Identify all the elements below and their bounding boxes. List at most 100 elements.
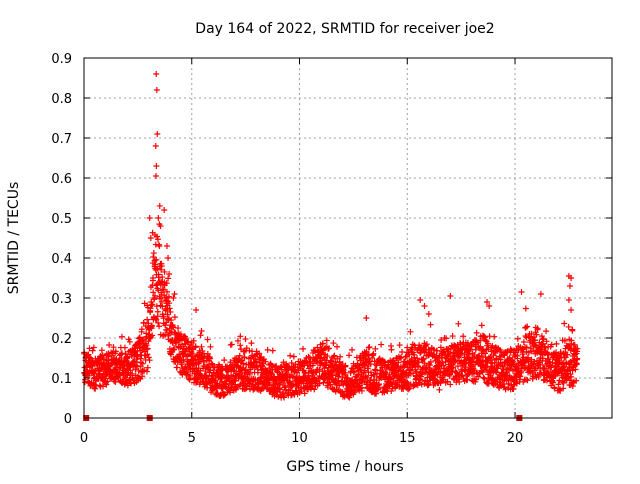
data-point bbox=[444, 378, 451, 385]
data-point bbox=[147, 333, 154, 340]
data-point bbox=[123, 378, 130, 385]
x-tick-label: 15 bbox=[399, 431, 416, 446]
data-point bbox=[162, 322, 169, 329]
data-point bbox=[143, 346, 150, 353]
data-point bbox=[157, 223, 164, 229]
data-point bbox=[134, 353, 141, 360]
data-point bbox=[187, 372, 194, 379]
data-point bbox=[198, 343, 205, 350]
data-point bbox=[171, 291, 178, 297]
data-point bbox=[144, 345, 151, 352]
data-point bbox=[509, 358, 516, 365]
data-point bbox=[447, 293, 454, 299]
data-point bbox=[478, 322, 485, 329]
data-point bbox=[268, 361, 275, 368]
data-points-layer bbox=[81, 71, 581, 401]
data-point bbox=[573, 361, 580, 368]
data-point bbox=[166, 271, 173, 277]
data-point bbox=[121, 344, 128, 351]
data-point bbox=[173, 364, 180, 371]
plot-frame bbox=[83, 57, 613, 419]
data-point bbox=[193, 307, 200, 313]
data-point bbox=[234, 337, 241, 344]
data-point bbox=[149, 332, 156, 339]
data-point bbox=[160, 315, 167, 322]
data-point bbox=[480, 374, 487, 381]
data-point bbox=[197, 332, 204, 339]
data-point bbox=[512, 363, 519, 370]
data-point bbox=[288, 359, 295, 366]
data-point bbox=[567, 358, 574, 365]
data-point bbox=[153, 316, 160, 323]
data-point bbox=[323, 337, 330, 344]
data-point bbox=[180, 356, 187, 363]
data-point bbox=[112, 378, 119, 385]
data-point bbox=[146, 215, 153, 221]
chart-title: Day 164 of 2022, SRMTID for receiver joe… bbox=[195, 21, 494, 37]
data-point bbox=[404, 379, 411, 386]
data-point bbox=[453, 369, 460, 376]
data-point bbox=[418, 373, 425, 380]
data-point bbox=[537, 291, 544, 297]
data-point bbox=[473, 329, 480, 336]
data-point bbox=[144, 351, 151, 358]
data-point bbox=[177, 331, 184, 338]
data-point bbox=[370, 350, 377, 357]
data-point bbox=[161, 268, 168, 275]
y-tick-label: 0.7 bbox=[51, 132, 72, 147]
data-point bbox=[574, 345, 581, 352]
data-point bbox=[420, 355, 427, 362]
data-point bbox=[192, 343, 199, 350]
data-point bbox=[481, 334, 488, 341]
data-point bbox=[331, 352, 338, 359]
data-point bbox=[237, 370, 244, 377]
data-point bbox=[492, 350, 499, 357]
data-point bbox=[510, 385, 517, 392]
data-point bbox=[450, 364, 457, 371]
data-point bbox=[410, 370, 417, 377]
data-point bbox=[532, 337, 539, 344]
data-point bbox=[484, 380, 491, 387]
data-point bbox=[185, 338, 192, 345]
data-point bbox=[162, 331, 169, 338]
y-tick-label: 0.3 bbox=[51, 292, 72, 307]
data-point bbox=[484, 299, 491, 305]
data-point bbox=[143, 368, 150, 375]
data-point bbox=[89, 347, 96, 354]
data-point bbox=[535, 373, 542, 380]
data-point bbox=[149, 275, 156, 281]
data-point bbox=[565, 323, 572, 330]
data-point bbox=[327, 381, 334, 388]
data-point bbox=[568, 373, 575, 380]
data-point bbox=[560, 385, 567, 392]
data-point bbox=[561, 363, 568, 370]
data-point bbox=[514, 352, 521, 359]
data-point bbox=[275, 393, 282, 400]
data-point bbox=[523, 344, 530, 351]
data-point bbox=[282, 383, 289, 390]
data-point bbox=[150, 250, 157, 257]
data-point bbox=[163, 280, 170, 287]
data-point bbox=[148, 302, 155, 309]
data-point bbox=[155, 215, 162, 221]
data-point bbox=[154, 308, 161, 315]
data-point bbox=[301, 390, 308, 397]
data-point bbox=[523, 376, 530, 383]
data-point bbox=[312, 347, 319, 354]
data-point bbox=[220, 392, 227, 399]
x-tick-label: 5 bbox=[188, 431, 196, 446]
data-point bbox=[163, 288, 170, 295]
y-axis-title: SRMTID / TECUs bbox=[6, 182, 22, 295]
data-point bbox=[378, 341, 385, 348]
data-point bbox=[198, 327, 205, 334]
data-point bbox=[381, 358, 388, 365]
data-point bbox=[145, 354, 152, 361]
data-point bbox=[439, 359, 446, 366]
data-point bbox=[153, 256, 160, 263]
data-point bbox=[166, 325, 173, 332]
data-point bbox=[452, 358, 459, 365]
data-point bbox=[561, 337, 568, 344]
data-point bbox=[486, 303, 493, 309]
data-point bbox=[146, 357, 153, 364]
data-point bbox=[106, 342, 113, 349]
